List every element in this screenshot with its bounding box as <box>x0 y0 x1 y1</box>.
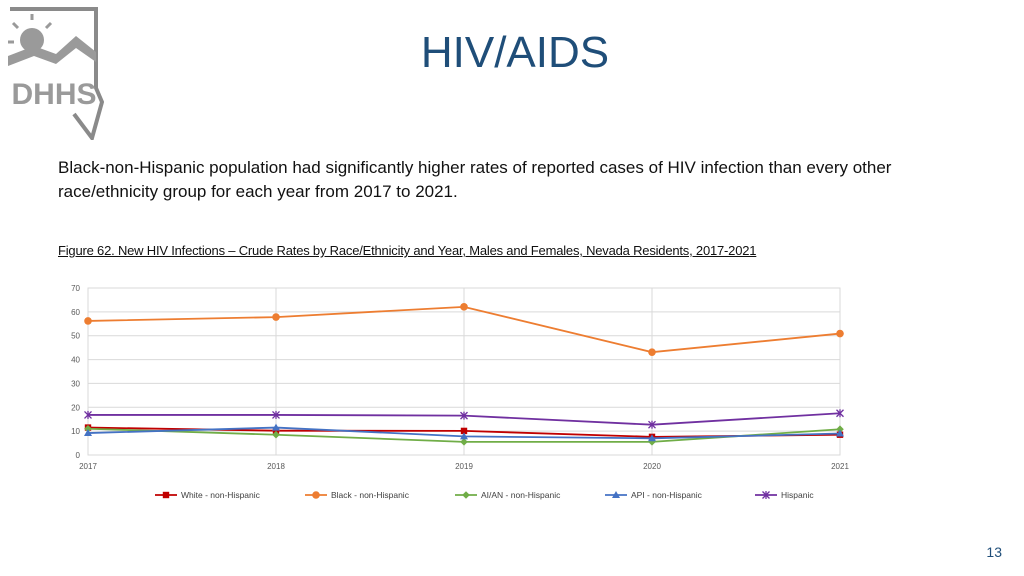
data-point <box>836 329 844 338</box>
data-point <box>84 424 92 433</box>
data-point <box>272 313 280 321</box>
data-point <box>84 317 92 325</box>
legend-marker <box>162 491 170 499</box>
legend-marker <box>612 491 620 498</box>
figure-caption: Figure 62. New HIV Infections – Crude Ra… <box>58 243 757 258</box>
data-point <box>648 434 656 442</box>
data-point <box>460 427 468 435</box>
legend-label: API - non-Hispanic <box>631 490 703 500</box>
y-tick-label: 40 <box>71 356 80 365</box>
data-point <box>84 429 92 437</box>
data-point <box>84 410 92 419</box>
data-point <box>272 410 280 419</box>
legend-marker <box>462 491 470 499</box>
y-tick-label: 50 <box>71 332 80 341</box>
x-tick-label: 2020 <box>643 462 661 471</box>
data-point <box>272 427 280 434</box>
data-point <box>648 438 656 446</box>
data-point <box>272 430 280 439</box>
line-chart: 0 10 20 30 40 50 60 70 2017 2018 2019 2020 2021 White… <box>71 284 849 500</box>
y-tick-label: 70 <box>71 284 80 293</box>
data-point <box>460 438 468 446</box>
data-point <box>648 420 656 429</box>
data-point <box>460 303 468 311</box>
slide-body-text: Black-non-Hispanic population had signif… <box>58 158 892 201</box>
data-point <box>836 425 844 434</box>
data-point <box>836 429 844 437</box>
data-point <box>648 348 656 356</box>
legend-label: Black - non-Hispanic <box>331 490 410 500</box>
y-tick-label: 60 <box>71 308 80 317</box>
data-point <box>460 411 468 420</box>
x-tick-label: 2021 <box>831 462 849 471</box>
y-tick-label: 30 <box>71 379 80 388</box>
slide-title: HIV/AIDS <box>420 28 610 77</box>
data-point <box>460 432 468 440</box>
dhhs-logo: DHHS <box>8 7 104 140</box>
page-number: 13 <box>986 544 1002 560</box>
legend-label: Hispanic <box>781 490 814 500</box>
x-tick-label: 2017 <box>79 462 97 471</box>
x-tick-label: 2018 <box>267 462 285 471</box>
legend-label: AI/AN - non-Hispanic <box>481 490 561 500</box>
data-point <box>836 409 844 418</box>
x-tick-label: 2019 <box>455 462 473 471</box>
y-tick-label: 0 <box>76 451 81 460</box>
data-point <box>272 423 280 431</box>
legend-label: White - non-Hispanic <box>181 490 261 500</box>
logo-lettering: DHHS <box>11 78 96 111</box>
legend-marker <box>762 491 770 499</box>
legend-marker <box>312 491 320 499</box>
y-tick-label: 20 <box>71 403 80 412</box>
y-tick-label: 10 <box>71 427 80 436</box>
